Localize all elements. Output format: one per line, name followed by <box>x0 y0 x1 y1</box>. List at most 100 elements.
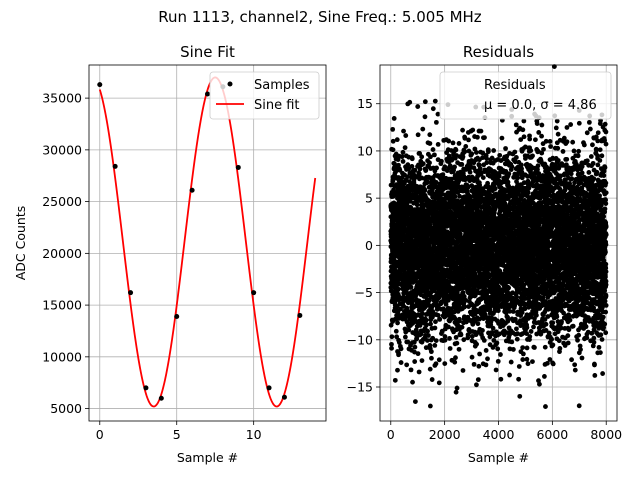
residual-point <box>398 360 404 365</box>
residual-point <box>389 341 394 347</box>
residual-point <box>406 327 412 333</box>
residual-point <box>520 357 526 362</box>
residual-point <box>389 334 395 340</box>
residual-point <box>460 368 466 373</box>
residual-point <box>433 119 439 125</box>
residual-point <box>412 344 418 350</box>
residual-point <box>432 343 438 348</box>
residual-point <box>395 320 400 326</box>
residual-point <box>415 104 421 109</box>
residual-point <box>513 155 519 160</box>
residual-point <box>469 151 475 157</box>
figure-suptitle: Run 1113, channel2, Sine Freq.: 5.005 MH… <box>158 8 482 26</box>
residual-point <box>495 346 501 352</box>
residual-point <box>404 362 410 368</box>
residual-point <box>519 310 525 316</box>
residual-point <box>460 154 466 160</box>
residual-point <box>475 321 481 327</box>
residual-point <box>509 339 515 345</box>
residual-point <box>396 175 401 180</box>
residual-point <box>454 385 460 391</box>
sine-fit-ylabel: ADC Counts <box>13 206 28 281</box>
residual-point <box>409 156 415 162</box>
residual-point <box>452 164 457 170</box>
residual-point <box>434 165 439 171</box>
residual-point <box>469 354 475 360</box>
residual-point <box>456 141 462 146</box>
sample-point-0 <box>97 82 103 88</box>
sine-fit-title: Sine Fit <box>180 43 235 61</box>
residual-point <box>476 363 482 369</box>
residual-point <box>483 348 489 353</box>
residual-point <box>429 377 435 382</box>
residual-point <box>426 333 431 338</box>
sample-point-2 <box>128 290 134 296</box>
residual-point <box>409 315 415 321</box>
residual-point <box>462 149 468 154</box>
sine-fit-plot-area <box>89 65 326 421</box>
legend-sine-fit-label: Sine fit <box>254 98 300 113</box>
residual-point <box>398 346 404 352</box>
residual-point <box>405 162 411 168</box>
residual-point <box>506 171 512 177</box>
sine-fit-frame <box>88 64 327 422</box>
residual-point <box>415 351 421 357</box>
residual-point <box>508 359 514 365</box>
residual-point <box>474 341 479 347</box>
sine-fit-curve <box>98 76 317 408</box>
residual-point <box>484 160 490 166</box>
residual-point <box>460 127 465 133</box>
sine-fit-line-layer <box>98 76 317 408</box>
residual-point <box>456 346 462 352</box>
residual-point <box>478 128 484 134</box>
residual-point <box>485 149 491 155</box>
residual-point <box>428 349 434 355</box>
residual-point <box>404 305 410 311</box>
residual-point <box>390 126 396 132</box>
residual-point <box>410 379 415 385</box>
residual-point <box>497 152 503 158</box>
residual-point <box>442 337 448 343</box>
residual-point <box>517 393 523 399</box>
sine-fit-xtick-label-0: 0 <box>96 427 104 442</box>
residual-point <box>447 336 452 341</box>
residual-point <box>422 187 428 193</box>
residual-point <box>415 132 421 138</box>
residual-point <box>428 321 433 327</box>
sine-fit-xtick-label-1: 5 <box>173 427 181 442</box>
residual-point <box>506 285 512 291</box>
residual-point <box>480 327 485 333</box>
residual-point <box>433 338 439 343</box>
residual-point <box>450 140 456 146</box>
residual-point <box>433 319 438 325</box>
residual-point <box>416 369 422 375</box>
residual-point <box>422 114 428 120</box>
residual-point <box>439 158 444 164</box>
residual-point <box>477 351 482 357</box>
residual-point <box>475 134 480 140</box>
residual-point <box>495 358 501 364</box>
sample-point-6 <box>189 187 195 193</box>
residual-point <box>513 122 519 128</box>
residual-point <box>482 135 487 140</box>
sine-fit-ytick-label-3: 20000 <box>42 246 82 261</box>
sample-point-3 <box>143 385 149 391</box>
residual-point <box>498 352 503 357</box>
residual-point <box>436 380 442 386</box>
residual-point <box>393 328 399 334</box>
residual-point <box>391 116 397 121</box>
residual-point <box>427 132 433 138</box>
residual-point <box>400 149 406 155</box>
residual-point <box>390 138 396 144</box>
residual-point <box>463 143 469 149</box>
sine-fit-ytick-label-0: 5000 <box>50 401 82 416</box>
residual-point <box>458 332 464 338</box>
sine-fit-legend: Samples Sine fit <box>209 71 320 120</box>
residual-point <box>433 361 439 367</box>
residual-point <box>400 159 406 164</box>
residual-point <box>425 179 430 185</box>
residual-point <box>447 346 453 351</box>
residual-point <box>499 135 505 141</box>
